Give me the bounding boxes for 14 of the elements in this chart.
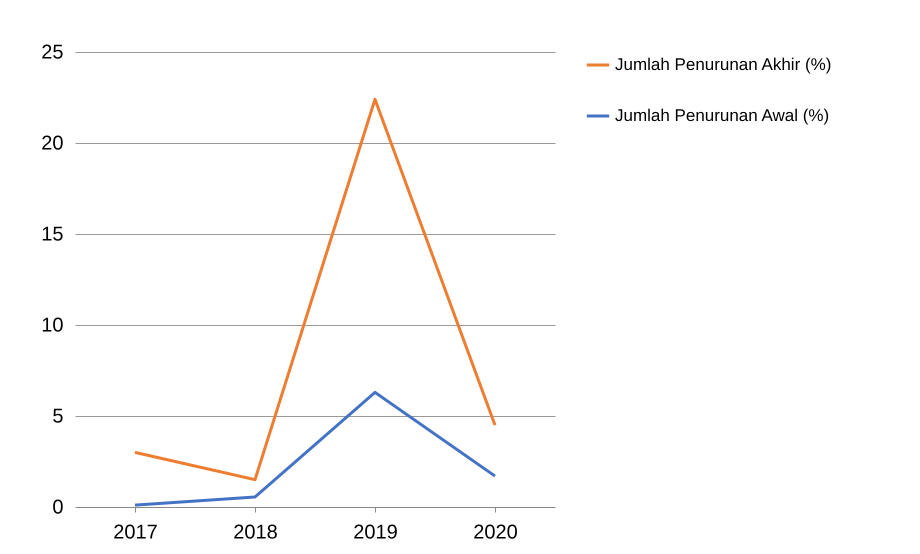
y-tick-label: 25 [41, 42, 64, 64]
x-tick-label: 2020 [473, 522, 518, 544]
y-tick-label: 5 [52, 406, 64, 428]
legend-label: Jumlah Penurunan Akhir (%) [615, 55, 832, 74]
y-tick-label: 15 [41, 224, 64, 246]
y-tick-label: 10 [41, 314, 64, 336]
legend-label: Jumlah Penurunan Awal (%) [615, 106, 830, 125]
y-tick-label: 0 [52, 496, 64, 518]
x-tick-label: 2019 [353, 522, 398, 544]
line-series [134, 390, 496, 507]
y-tick-label: 20 [41, 132, 64, 154]
line-series [134, 98, 496, 482]
x-tick-label: 2018 [233, 522, 278, 544]
x-tick-label: 2017 [113, 522, 158, 544]
